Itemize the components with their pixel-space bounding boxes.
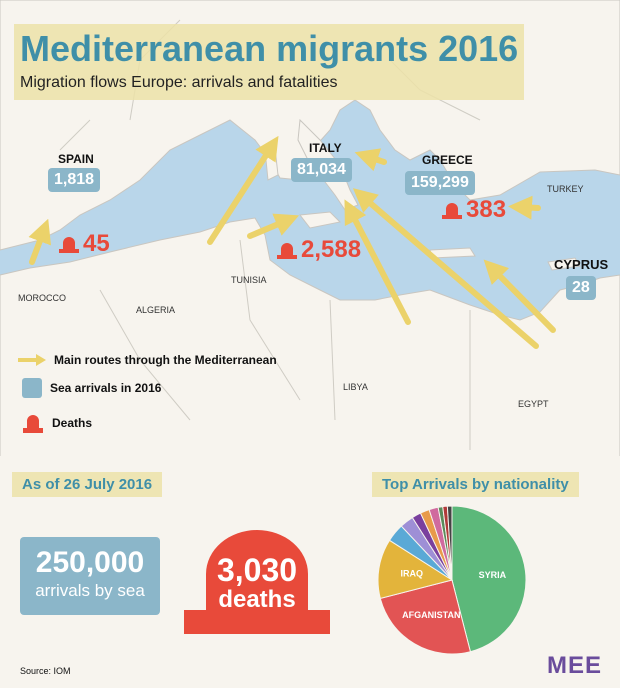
- label-turkey: TURKEY: [547, 184, 584, 194]
- tombstone-icon: [184, 530, 330, 634]
- tombstone-icon: [277, 243, 297, 259]
- source-note: Source: IOM: [20, 666, 71, 676]
- route-arrow-greece-italy: [354, 148, 387, 172]
- pie-slice: [379, 579, 472, 655]
- route-arrow-algeria-italy: [207, 135, 279, 245]
- square-icon: [22, 378, 42, 398]
- pie-slice: [451, 505, 527, 653]
- tombstone-icon: [23, 415, 43, 433]
- pie-slice-label: SYRIA: [479, 570, 507, 580]
- arrivals-badge-cyprus: 28: [566, 276, 596, 300]
- arrivals-badge-spain: 1,818: [48, 168, 101, 192]
- legend-routes-label: Main routes through the Mediterranean: [54, 353, 277, 367]
- arrivals-badge-italy: 81,034: [291, 158, 352, 182]
- legend-deaths-label: Deaths: [52, 416, 93, 430]
- arrow-icon: [18, 354, 46, 366]
- legend-arrivals: Sea arrivals in 2016: [22, 378, 161, 398]
- total-deaths-label: deaths: [218, 586, 296, 613]
- pie-slice: [446, 505, 453, 581]
- label-egypt: EGYPT: [518, 399, 549, 409]
- pie-title: Top Arrivals by nationality: [372, 472, 579, 497]
- legend-deaths: Deaths: [22, 413, 92, 433]
- tombstone-icon: [442, 203, 462, 219]
- pie-chart: SYRIA AFGANISTAN IRAQ: [377, 505, 527, 655]
- total-arrivals-value: 250,000: [35, 546, 145, 579]
- total-deaths-box: 3,030 deaths: [184, 530, 330, 634]
- deaths-value-spain: 45: [83, 230, 110, 257]
- label-cyprus: CYPRUS: [554, 257, 609, 272]
- route-arrow-turkey: [508, 195, 541, 220]
- total-arrivals-label: arrivals by sea: [35, 581, 145, 600]
- route-arrow-spain: [28, 218, 52, 265]
- route-arrow-tunisia: [247, 213, 300, 239]
- label-tunisia: TUNISIA: [231, 275, 267, 285]
- label-greece: GREECE: [422, 153, 473, 167]
- deaths-value-central: 2,588: [301, 236, 362, 263]
- route-arrow-libya: [344, 199, 411, 325]
- deaths-marker-spain: 45: [58, 230, 110, 258]
- total-deaths-value: 3,030: [216, 552, 298, 588]
- legend-arrivals-label: Sea arrivals in 2016: [50, 381, 162, 395]
- pie-slice-label: AFGANISTAN: [402, 610, 460, 620]
- title-box: [14, 24, 524, 100]
- legend-routes: Main routes through the Mediterranean: [18, 353, 277, 367]
- route-arrow-egypt: [352, 188, 539, 349]
- label-algeria: ALGERIA: [136, 305, 176, 315]
- page-subtitle: Migration flows Europe: arrivals and fat…: [20, 74, 338, 91]
- route-arrow-east: [483, 259, 556, 333]
- pie-slice-label: IRAQ: [401, 569, 424, 579]
- route-arrows: [28, 135, 556, 349]
- land-sicily: [299, 211, 342, 229]
- deaths-value-greece: 383: [466, 196, 507, 223]
- date-tag: As of 26 July 2016: [12, 472, 163, 497]
- pie-slice: [377, 539, 454, 600]
- tombstone-icon: [59, 237, 79, 253]
- label-spain: SPAIN: [58, 152, 94, 166]
- page-title: Mediterranean migrants 2016: [20, 28, 519, 69]
- arrivals-badge-greece: 159,299: [405, 171, 475, 195]
- total-arrivals-box: 250,000 arrivals by sea: [20, 537, 160, 615]
- logo: MEE: [547, 652, 603, 679]
- label-italy: ITALY: [309, 141, 342, 155]
- land-cyprus: [547, 257, 581, 271]
- label-libya: LIBYA: [343, 382, 368, 392]
- deaths-marker-central: 2,588: [276, 236, 361, 264]
- deaths-marker-greece: 383: [441, 196, 506, 224]
- label-morocco: MOROCCO: [18, 293, 66, 303]
